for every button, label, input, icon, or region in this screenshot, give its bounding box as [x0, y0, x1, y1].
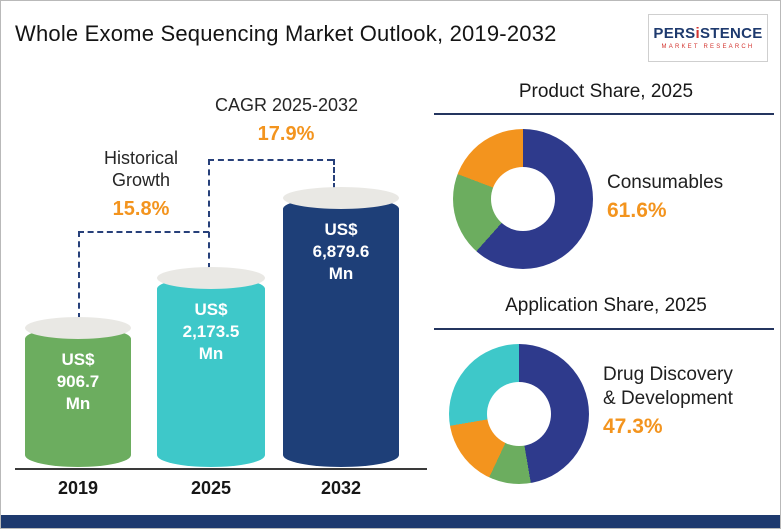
brand-logo-text-accent: i — [695, 25, 700, 42]
historical-growth-value: 15.8% — [112, 198, 170, 220]
cylinder: US$ 2,173.5 Mn — [157, 267, 265, 467]
section-divider — [434, 113, 774, 115]
x-axis-label: 2032 — [320, 478, 362, 498]
cylinder-body — [25, 327, 131, 467]
brand-logo-text-right: STENCE — [699, 25, 763, 42]
cylinder-body — [283, 197, 399, 467]
product-share-title: Product Share, 2025 — [518, 81, 694, 102]
cylinder: US$ 6,879.6 Mn — [283, 187, 399, 467]
product-share-donut — [453, 129, 593, 269]
application-share-callout: Drug Discovery & Development 47.3% — [603, 363, 748, 439]
product-share-value: 61.6% — [607, 198, 667, 222]
application-share-title: Application Share, 2025 — [505, 295, 707, 316]
product-share-callout: Consumables 61.6% — [607, 171, 775, 223]
brand-logo: PERSiSTENCE MARKET RESEARCH — [648, 14, 768, 62]
cagr-label: CAGR 2025-2032 — [214, 95, 359, 115]
application-share-value: 47.3% — [603, 414, 663, 438]
section-divider — [434, 328, 774, 330]
brand-logo-text-left: PERS — [653, 25, 696, 42]
cylinder: US$ 906.7 Mn — [25, 317, 131, 467]
bar-value-label: US$ 2,173.5 Mn — [182, 300, 240, 364]
x-axis-label: 2025 — [190, 478, 232, 498]
cylinder-cap — [283, 187, 399, 209]
x-axis-label: 2019 — [57, 478, 99, 498]
historical-growth-label: Historical Growth — [103, 148, 178, 190]
dashed-connector — [78, 231, 80, 319]
dashed-connector — [208, 159, 210, 269]
bar-value-label: US$ 6,879.6 Mn — [312, 220, 370, 284]
x-axis-line — [15, 468, 427, 470]
brand-logo-text: PERSiSTENCE — [653, 26, 762, 41]
dashed-connector — [333, 159, 335, 189]
cylinder-cap — [25, 317, 131, 339]
application-share-name: Drug Discovery & Development — [603, 364, 733, 409]
footer-bar — [1, 515, 780, 528]
product-share-name: Consumables — [607, 172, 724, 193]
application-share-donut — [449, 344, 589, 484]
brand-logo-subtitle: MARKET RESEARCH — [661, 44, 755, 50]
cagr-value: 17.9% — [257, 123, 315, 145]
bar-value-label: US$ 906.7 Mn — [56, 350, 100, 414]
cylinder-body — [157, 277, 265, 467]
cylinder-cap — [157, 267, 265, 289]
dashed-connector — [78, 231, 209, 233]
page-title: Whole Exome Sequencing Market Outlook, 2… — [15, 21, 557, 46]
dashed-connector — [208, 159, 333, 161]
